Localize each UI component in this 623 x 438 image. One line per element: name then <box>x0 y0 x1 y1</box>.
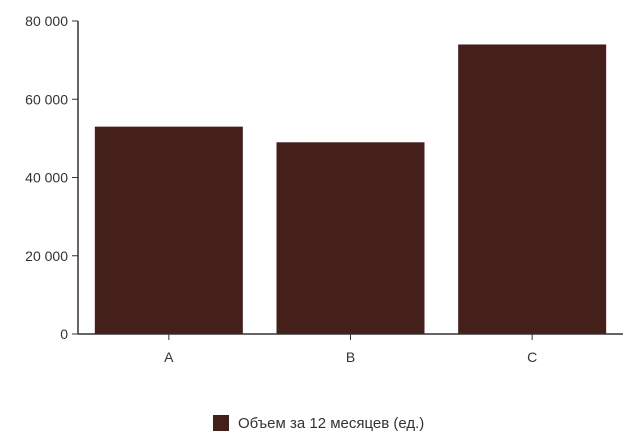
x-tick-label: A <box>164 349 174 365</box>
y-tick-label: 0 <box>60 326 68 342</box>
y-tick-label: 40 000 <box>25 170 68 186</box>
y-tick-label: 60 000 <box>25 91 68 107</box>
bar-series <box>94 44 607 334</box>
legend: Объем за 12 месяцев (ед.) <box>213 415 424 432</box>
bar-c <box>458 44 607 334</box>
y-axis: 0 20 000 40 000 60 000 80 000 <box>25 13 78 342</box>
x-tick-label: C <box>527 349 537 365</box>
y-tick-label: 80 000 <box>25 13 68 29</box>
bar-a <box>94 126 243 334</box>
x-axis: A B C <box>164 334 537 365</box>
legend-label: Объем за 12 месяцев (ед.) <box>238 415 424 432</box>
bar-b <box>276 142 425 334</box>
axis-lines <box>77 21 623 335</box>
y-tick-label: 20 000 <box>25 248 68 264</box>
x-tick-label: B <box>346 349 355 365</box>
legend-swatch <box>213 415 229 431</box>
